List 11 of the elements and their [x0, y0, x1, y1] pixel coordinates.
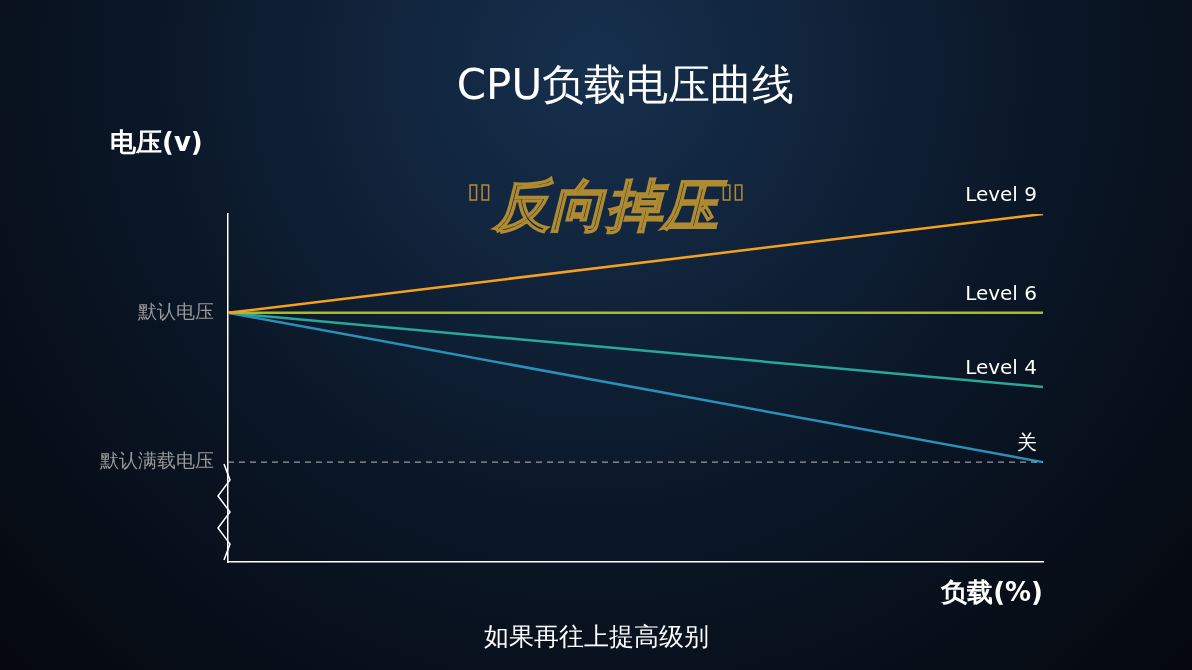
- text: 如果再往上提高级别: [483, 621, 709, 651]
- series-label: 关: [1017, 430, 1037, 455]
- series-label: Level 6: [965, 281, 1037, 306]
- ref-line-label: 默认满载电压: [99, 449, 214, 472]
- chart-title: CPU负载电压曲线: [456, 59, 795, 109]
- annotation: "反向掉压": [464, 172, 748, 238]
- series-label: Level 4: [965, 355, 1037, 380]
- series-label: Level 9: [965, 182, 1037, 207]
- annotation: 默认电压: [137, 299, 214, 322]
- y-axis-title: 电压(v): [110, 126, 203, 157]
- x-axis-title: 负载(%): [940, 576, 1043, 607]
